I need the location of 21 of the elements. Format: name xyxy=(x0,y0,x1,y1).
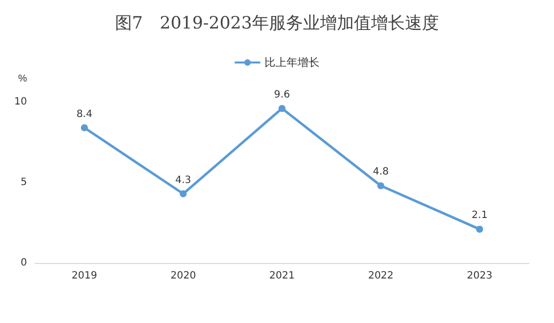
y-tick-label: 5 xyxy=(20,177,27,188)
x-tick-label: 2023 xyxy=(466,270,492,282)
point xyxy=(476,226,484,233)
y-axis-title: % xyxy=(18,74,28,84)
data-label: 4.8 xyxy=(372,166,389,178)
y-tick-label: 0 xyxy=(20,258,27,268)
point xyxy=(377,182,384,190)
legend-label: 比上年增长 xyxy=(264,56,320,69)
data-label: 4.3 xyxy=(175,174,192,186)
x-tick-label: 2021 xyxy=(269,270,295,282)
x-tick-label: 2022 xyxy=(368,270,394,282)
chart-title: 图7 2019-2023年服务业增加值增长速度 xyxy=(114,14,440,34)
point xyxy=(80,124,88,132)
point xyxy=(180,190,187,198)
data-label: 2.1 xyxy=(472,210,488,222)
point xyxy=(278,104,286,112)
x-tick-label: 2020 xyxy=(170,270,196,282)
x-tick-label: 2019 xyxy=(72,270,98,282)
data-label: 9.6 xyxy=(274,89,290,100)
y-tick-label: 10 xyxy=(14,96,27,108)
data-label: 8.4 xyxy=(76,108,92,120)
